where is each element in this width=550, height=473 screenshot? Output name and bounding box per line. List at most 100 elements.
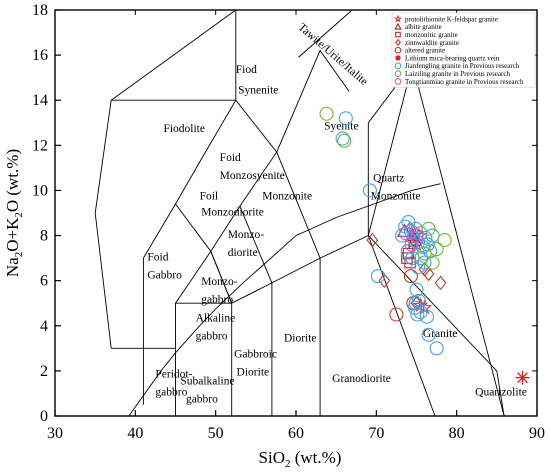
x-tick-label: 80	[449, 425, 465, 442]
y-tick-label: 12	[32, 137, 48, 154]
data-point	[395, 38, 401, 47]
data-point	[406, 230, 421, 245]
y-tick-label: 0	[40, 408, 48, 425]
field-label: Foid	[220, 152, 241, 164]
field-label: gabbro	[186, 393, 218, 405]
field-label: gabbro	[196, 330, 228, 342]
data-point	[394, 22, 402, 30]
y-tick-label: 8	[40, 228, 48, 245]
field-label: Monzo-	[228, 229, 265, 241]
data-point	[395, 31, 401, 38]
x-tick-label: 50	[208, 425, 224, 442]
field-label: Fiodolite	[163, 123, 205, 135]
field-label: gabbro	[155, 387, 187, 399]
field-boundary	[175, 234, 436, 417]
data-point	[366, 232, 379, 248]
legend-label: Lithium mica-bearing quartz vein	[405, 54, 500, 62]
data-point	[393, 14, 403, 23]
field-boundary	[210, 251, 233, 304]
data-point	[407, 300, 422, 315]
field-label: Monzosyenite	[220, 170, 285, 182]
field-label: Diorite	[237, 366, 270, 378]
data-point	[420, 237, 435, 252]
data-point	[389, 307, 404, 322]
field-label: Foid	[147, 251, 168, 263]
field-label: Gabbro	[147, 269, 182, 281]
data-point	[417, 255, 432, 270]
data-point	[404, 237, 419, 252]
y-tick-label: 4	[40, 318, 48, 335]
data-point	[429, 341, 444, 356]
data-point	[401, 214, 416, 230]
data-point	[397, 223, 412, 237]
y-tick-label: 2	[40, 363, 48, 380]
data-point	[411, 235, 426, 250]
data-point	[421, 221, 436, 236]
field-label: Quartz	[373, 172, 404, 184]
field-boundary	[298, 9, 353, 58]
field-label: Quartzolite	[475, 387, 527, 399]
x-tick-label: 40	[127, 425, 143, 442]
field-label: Granodiorite	[332, 373, 391, 385]
field-boundary	[367, 235, 505, 417]
y-axis-title: Na2O+K2O (wt.%)	[3, 149, 25, 277]
field-label: Peridot-	[155, 369, 192, 381]
data-point	[409, 228, 424, 243]
data-point	[418, 230, 433, 245]
data-point	[421, 327, 436, 342]
data-point	[398, 219, 413, 234]
y-tick-label: 6	[40, 273, 48, 290]
legend-label: zinnwaldite granite	[405, 39, 459, 47]
x-tick-label: 90	[529, 425, 545, 442]
data-point	[378, 273, 391, 289]
field-label: Monzonite	[262, 190, 312, 202]
data-point	[403, 269, 418, 284]
field-label: Gabbroic	[234, 348, 277, 360]
data-point	[395, 55, 401, 61]
data-point	[409, 282, 424, 297]
field-boundary	[367, 63, 505, 417]
field-boundary	[367, 63, 413, 236]
field-label: Alkaline	[196, 312, 236, 324]
data-point	[429, 242, 444, 257]
legend-label: monzonitic granite	[405, 31, 458, 39]
legend-label: protolithionite K-feldspar granite	[405, 15, 498, 23]
legend-box	[391, 12, 536, 88]
field-boundary	[110, 9, 237, 101]
legend-label: Tongtianmiao granite in Previous researc…	[405, 78, 524, 86]
x-tick-label: 70	[368, 425, 384, 442]
data-point	[362, 183, 377, 198]
field-boundary	[175, 203, 212, 304]
data-point	[337, 133, 352, 148]
data-point	[370, 269, 385, 284]
data-point	[411, 293, 426, 309]
field-label: gabbro	[201, 294, 233, 306]
field-label: Tawite/Urite/Italite	[296, 21, 370, 88]
data-point	[394, 78, 402, 85]
x-tick-label: 30	[47, 425, 63, 442]
asterisk-stroke	[517, 372, 528, 384]
field-label: Synenite	[238, 84, 278, 96]
y-tick-label: 16	[32, 47, 48, 64]
data-point	[394, 46, 402, 54]
legend-label: Jianfengling granite in Previous researc…	[405, 62, 520, 70]
data-point	[399, 226, 414, 241]
field-boundary	[276, 151, 321, 416]
x-axis-title: SiO2 (wt.%)	[259, 448, 342, 470]
field-label: Subalkaline	[180, 375, 234, 387]
field-label: Monzo-	[201, 276, 238, 288]
data-point	[515, 370, 530, 385]
field-boundary	[239, 206, 273, 416]
field-label: Monzonite	[371, 190, 421, 202]
data-point	[417, 246, 432, 261]
asterisk-stroke	[395, 55, 401, 61]
x-tick-label: 60	[288, 425, 304, 442]
data-point	[394, 70, 402, 77]
data-point	[335, 131, 350, 146]
data-point	[338, 111, 353, 126]
legend-label: altered granite	[405, 47, 445, 55]
field-label: Foil	[200, 190, 219, 202]
data-point	[410, 307, 425, 322]
data-point	[401, 252, 413, 264]
